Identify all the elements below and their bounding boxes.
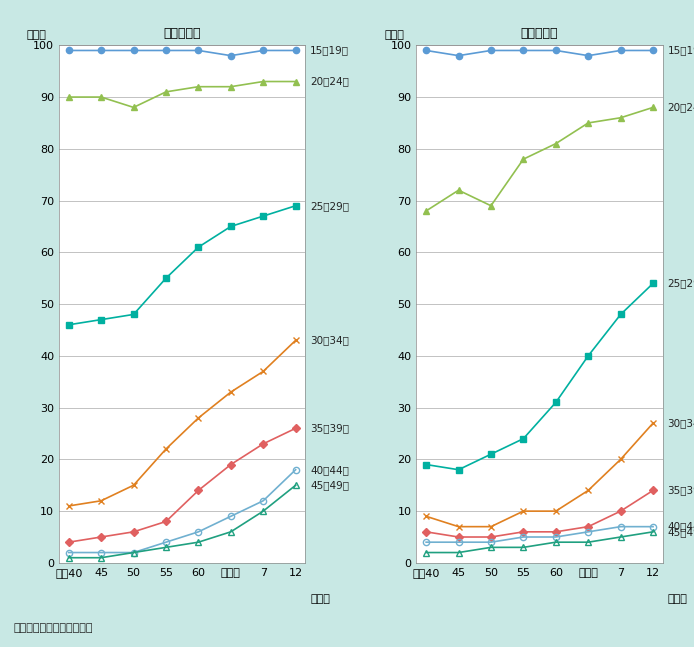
Text: （％）: （％）	[384, 30, 404, 40]
Text: 45～49歳: 45～49歳	[668, 527, 694, 537]
Text: 資料：総務省「国勢調査」: 資料：総務省「国勢調査」	[14, 623, 94, 633]
Text: 20～24歳: 20～24歳	[310, 76, 349, 87]
Title: （女　性）: （女 性）	[520, 27, 559, 40]
Text: 35～39歳: 35～39歳	[668, 485, 694, 496]
Text: 30～34歳: 30～34歳	[668, 418, 694, 428]
Text: 15～19歳: 15～19歳	[310, 45, 349, 56]
Text: 45～49歳: 45～49歳	[310, 480, 349, 490]
Text: 20～24歳: 20～24歳	[668, 102, 694, 113]
Text: 30～34歳: 30～34歳	[310, 335, 349, 345]
Text: 15～19歳: 15～19歳	[668, 45, 694, 56]
Text: （年）: （年）	[310, 594, 330, 604]
Text: 35～39歳: 35～39歳	[310, 423, 349, 433]
Text: （年）: （年）	[668, 594, 688, 604]
Text: （％）: （％）	[27, 30, 46, 40]
Text: 25～29歳: 25～29歳	[310, 201, 349, 211]
Title: （男　性）: （男 性）	[163, 27, 201, 40]
Text: 40～44歳: 40～44歳	[310, 465, 349, 475]
Text: 25～29歳: 25～29歳	[668, 278, 694, 289]
Text: 40～44歳: 40～44歳	[668, 521, 694, 532]
